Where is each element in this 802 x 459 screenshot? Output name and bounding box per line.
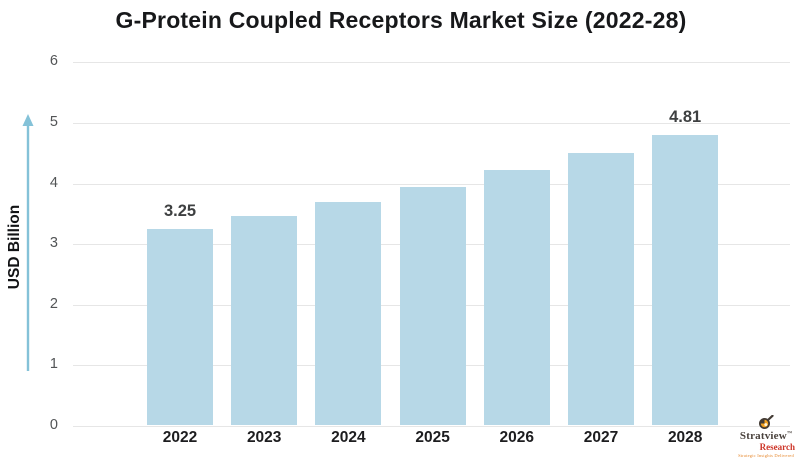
x-tick-label-2024: 2024	[331, 429, 366, 446]
y-tick-label-2: 2	[49, 295, 58, 312]
logo-brand-text: Stratview™	[739, 430, 793, 442]
magnifier-icon	[759, 415, 774, 429]
bar-value-label-2028: 4.81	[669, 107, 702, 126]
trademark-symbol: ™	[786, 431, 793, 437]
y-tick-label-0: 0	[49, 417, 58, 433]
y-axis-arrow-icon	[22, 114, 34, 371]
x-tick-label-2026: 2026	[499, 429, 535, 446]
gridline-6	[73, 62, 790, 64]
logo-tagline: Strategic Insights Delivered	[738, 452, 794, 458]
bar-2027	[568, 153, 634, 425]
bar-value-label-2022: 3.25	[163, 202, 197, 221]
x-tick-label-2023: 2023	[246, 429, 282, 446]
bar-2022	[147, 229, 213, 425]
y-tick-label-5: 5	[49, 114, 58, 130]
chart-title: G-Protein Coupled Receptors Market Size …	[115, 7, 687, 33]
x-tick-label-2028: 2028	[667, 429, 703, 446]
logo-sub-text: Research	[759, 442, 795, 452]
gridline-0	[73, 426, 790, 427]
bar-2028	[652, 134, 719, 425]
y-tick-label-1: 1	[49, 356, 58, 373]
x-tick-label-2025: 2025	[415, 429, 450, 446]
y-tick-label-3: 3	[49, 235, 58, 252]
x-tick-label-2027: 2027	[583, 429, 619, 446]
gridline-4	[73, 183, 790, 185]
y-tick-label-4: 4	[49, 174, 58, 191]
bar-2025	[399, 186, 466, 425]
stratview-logo: Stratview™ Research Strategic Insights D…	[734, 415, 798, 458]
bar-2023	[231, 215, 298, 425]
gridline-5	[73, 123, 790, 124]
y-tick-label-6: 6	[49, 53, 58, 70]
bar-2024	[315, 201, 382, 425]
x-tick-label-2022: 2022	[162, 429, 198, 446]
bar-2026	[483, 170, 550, 425]
